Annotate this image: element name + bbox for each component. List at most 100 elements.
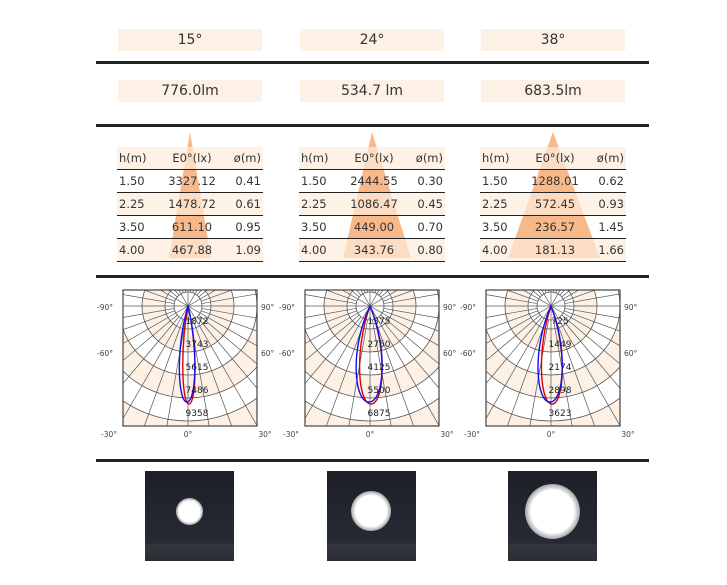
c90-270-curve: [355, 305, 383, 403]
table-cell: 236.57: [534, 220, 576, 234]
ring-value-label: 1449: [549, 340, 572, 350]
polar-radial: [143, 319, 184, 426]
column-24deg: 24° 534.7 lm h(m) E0°(lx) ø(m) 1.50 2444.55…: [279, 0, 457, 585]
table-cell: 4.00: [482, 243, 508, 257]
polar-radial: [305, 305, 371, 344]
polar-radial: [486, 305, 552, 344]
column-header: ø(m): [415, 151, 443, 165]
angle-label: -30°: [283, 430, 299, 439]
table-header: h(m) E0°(lx) ø(m): [117, 147, 263, 170]
table-cell: 0.62: [598, 174, 624, 188]
polar-distribution-diagram: 1375 2750 4125 5500 6875 -90° 90° -60° 60° -30° 0°…: [279, 289, 457, 439]
polar-radial: [369, 305, 439, 347]
polar-radial: [123, 314, 178, 361]
table-cell: 0.95: [235, 220, 261, 234]
ring-value-label: 5500: [368, 386, 391, 396]
polar-radial: [305, 316, 362, 385]
table-cell: 449.00: [353, 220, 395, 234]
polar-radial: [201, 308, 257, 319]
polar-radial: [369, 305, 439, 426]
ring-value-label: 4125: [368, 363, 391, 373]
polar-radial: [564, 290, 596, 302]
angle-label: 90°: [261, 303, 275, 312]
polar-radial: [325, 319, 366, 426]
polar-radial: [201, 310, 257, 332]
table-row: 4.00 181.13 1.66: [480, 239, 626, 262]
column-header: ø(m): [596, 151, 624, 165]
beam-spot-photo: [327, 471, 416, 561]
table-cell: 0.30: [417, 174, 443, 188]
angle-label: -30°: [101, 430, 117, 439]
table-cell: 611.10: [171, 220, 213, 234]
column-header: E0°(lx): [535, 151, 575, 165]
ring-value-label: 1872: [186, 317, 209, 327]
table-cell: 3.50: [301, 220, 327, 234]
polar-radial: [348, 319, 368, 426]
table-cell: 1.45: [598, 220, 624, 234]
polar-radial: [383, 293, 439, 304]
table-row: 2.25 572.45 0.93: [480, 193, 626, 216]
table-cell: 1.50: [301, 174, 327, 188]
table-cell: 343.76: [353, 243, 395, 257]
polar-radial: [550, 305, 620, 347]
table-header: h(m) E0°(lx) ø(m): [480, 147, 626, 170]
polar-radial: [123, 305, 189, 344]
column-15deg: 15° 776.0lm h(m) E0°(lx) ø(m) 1.50 3327.12 0…: [97, 0, 275, 585]
angle-label: 0°: [184, 430, 193, 439]
polar-radial: [486, 305, 552, 420]
table-cell: 0.93: [598, 197, 624, 211]
ring-value-label: 9358: [186, 409, 209, 419]
polar-radial: [305, 308, 357, 318]
table-cell: 0.45: [417, 197, 443, 211]
polar-radial: [383, 290, 415, 302]
lumen-label: 683.5lm: [481, 80, 625, 102]
table-cell: 3.50: [482, 220, 508, 234]
illuminance-table: h(m) E0°(lx) ø(m) 1.50 3327.12 0.41 2.25 1478…: [117, 128, 263, 263]
polar-radial: [486, 308, 538, 318]
light-spot: [175, 497, 203, 525]
table-cell: 2.25: [301, 197, 327, 211]
lumen-label: 776.0lm: [118, 80, 262, 102]
angle-label: 60°: [261, 349, 275, 358]
table-row: 3.50 236.57 1.45: [480, 216, 626, 239]
table-cell: 1.09: [235, 243, 261, 257]
table-cell: 3.50: [119, 220, 145, 234]
polar-radial: [305, 305, 371, 420]
illuminance-table: h(m) E0°(lx) ø(m) 1.50 1288.01 0.62 2.25 572.…: [480, 128, 626, 263]
divider: [96, 459, 649, 462]
beam-angle-label: 38°: [481, 29, 625, 51]
table-cell: 1.66: [598, 243, 624, 257]
polar-radial: [564, 293, 620, 304]
table-row: 4.00 343.76 0.80: [299, 239, 445, 262]
table-row: 3.50 611.10 0.95: [117, 216, 263, 239]
table-row: 1.50 2444.55 0.30: [299, 170, 445, 193]
ring-value-label: 2898: [549, 386, 572, 396]
polar-radial: [380, 314, 439, 365]
column-header: h(m): [119, 151, 147, 165]
angle-label: -60°: [460, 349, 476, 358]
table-cell: 572.45: [534, 197, 576, 211]
polar-radial: [198, 314, 257, 365]
angle-label: 30°: [258, 430, 272, 439]
table-row: 1.50 1288.01 0.62: [480, 170, 626, 193]
table-cell: 0.61: [235, 197, 261, 211]
table-cell: 2444.55: [350, 174, 398, 188]
polar-radial: [383, 308, 439, 319]
polar-radial: [190, 319, 210, 426]
polar-radial: [123, 305, 189, 420]
angle-label: -90°: [460, 303, 476, 312]
table-row: 3.50 449.00 0.70: [299, 216, 445, 239]
polar-radial: [325, 290, 357, 302]
column-header: E0°(lx): [354, 151, 394, 165]
table-cell: 1478.72: [168, 197, 216, 211]
table-cell: 1.50: [482, 174, 508, 188]
lumen-label: 534.7 lm: [300, 80, 444, 102]
table-cell: 181.13: [534, 243, 576, 257]
polar-radial: [564, 310, 620, 332]
column-header: ø(m): [233, 151, 261, 165]
angle-label: -60°: [97, 349, 113, 358]
column-header: h(m): [301, 151, 329, 165]
ring-value-label: 2750: [368, 340, 391, 350]
table-row: 4.00 467.88 1.09: [117, 239, 263, 262]
